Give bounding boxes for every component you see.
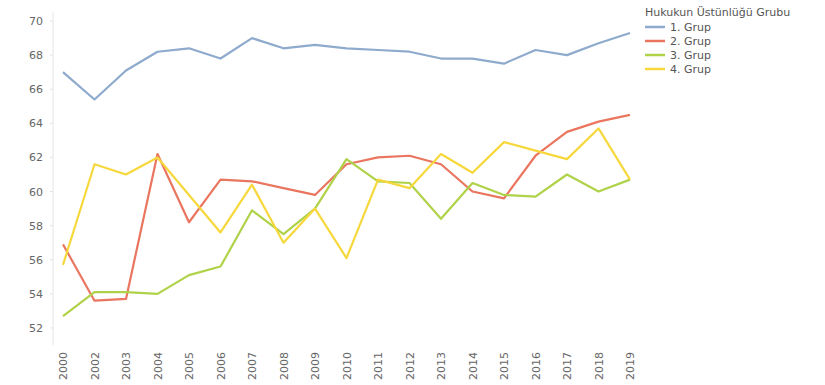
y-tick-label: 62 xyxy=(29,151,43,164)
y-tick xyxy=(50,157,53,158)
y-tick xyxy=(50,191,53,192)
y-tick-label: 60 xyxy=(29,186,43,199)
legend-swatch xyxy=(645,68,665,71)
legend-label: 2. Grup xyxy=(670,35,711,48)
y-tick xyxy=(50,293,53,294)
x-tick-label: 2019 xyxy=(624,352,637,380)
legend-label: 4. Grup xyxy=(670,63,711,76)
series-line xyxy=(63,115,630,301)
x-tick-label: 2012 xyxy=(404,352,417,380)
x-tick-label: 2017 xyxy=(561,352,574,380)
legend-label: 3. Grup xyxy=(670,49,711,62)
x-tick-label: 2008 xyxy=(278,352,291,380)
y-tick-label: 54 xyxy=(29,288,43,301)
x-tick-label: 2011 xyxy=(372,352,385,380)
y-tick xyxy=(50,123,53,124)
legend-swatch xyxy=(645,26,665,29)
x-tick-label: 2000 xyxy=(57,352,70,380)
y-tick-label: 66 xyxy=(29,83,43,96)
y-tick-label: 64 xyxy=(29,117,43,130)
y-tick-label: 70 xyxy=(29,15,43,28)
y-axis-line xyxy=(53,13,54,346)
y-tick xyxy=(50,259,53,260)
x-tick-label: 2014 xyxy=(467,352,480,380)
series-line xyxy=(63,33,630,100)
y-tick xyxy=(50,327,53,328)
y-tick xyxy=(50,55,53,56)
y-tick xyxy=(50,89,53,90)
x-tick-label: 2018 xyxy=(593,352,606,380)
series-line xyxy=(63,128,630,264)
y-tick-label: 56 xyxy=(29,254,43,267)
y-tick xyxy=(50,21,53,22)
legend-swatch xyxy=(645,54,665,57)
series-line xyxy=(63,159,630,316)
y-tick-label: 58 xyxy=(29,220,43,233)
x-tick-label: 2004 xyxy=(152,352,165,380)
x-tick-label: 2010 xyxy=(341,352,354,380)
x-tick-label: 2006 xyxy=(215,352,228,380)
y-tick xyxy=(50,225,53,226)
x-tick-label: 2015 xyxy=(498,352,511,380)
legend-label: 1. Grup xyxy=(670,21,711,34)
legend-title: Hukukun Üstünlüğü Grubu xyxy=(645,6,790,19)
x-tick-label: 2003 xyxy=(120,352,133,380)
legend-swatch xyxy=(645,40,665,43)
y-tick-label: 68 xyxy=(29,49,43,62)
x-tick-label: 2013 xyxy=(435,352,448,380)
x-tick-label: 2009 xyxy=(309,352,322,380)
x-tick-label: 2007 xyxy=(246,352,259,380)
y-tick-label: 52 xyxy=(29,322,43,335)
x-tick-label: 2016 xyxy=(530,352,543,380)
x-tick-label: 2002 xyxy=(89,352,102,380)
chart: 52 54 56 58 60 62 64 66 68 70 2000 2002 2003 2004 2005… xyxy=(0,0,825,385)
plot-area xyxy=(63,33,630,316)
x-tick-label: 2005 xyxy=(183,352,196,380)
